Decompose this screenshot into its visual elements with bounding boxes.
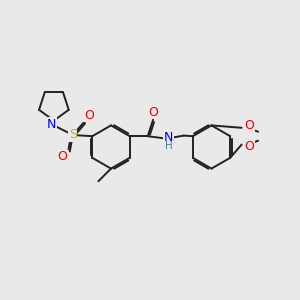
Text: H: H bbox=[165, 141, 172, 152]
Text: S: S bbox=[69, 128, 77, 142]
Text: O: O bbox=[57, 150, 67, 164]
Text: O: O bbox=[84, 109, 94, 122]
Text: N: N bbox=[47, 118, 56, 131]
Text: O: O bbox=[244, 119, 254, 132]
Text: O: O bbox=[148, 106, 158, 119]
Text: O: O bbox=[244, 140, 254, 154]
Text: N: N bbox=[164, 131, 173, 144]
